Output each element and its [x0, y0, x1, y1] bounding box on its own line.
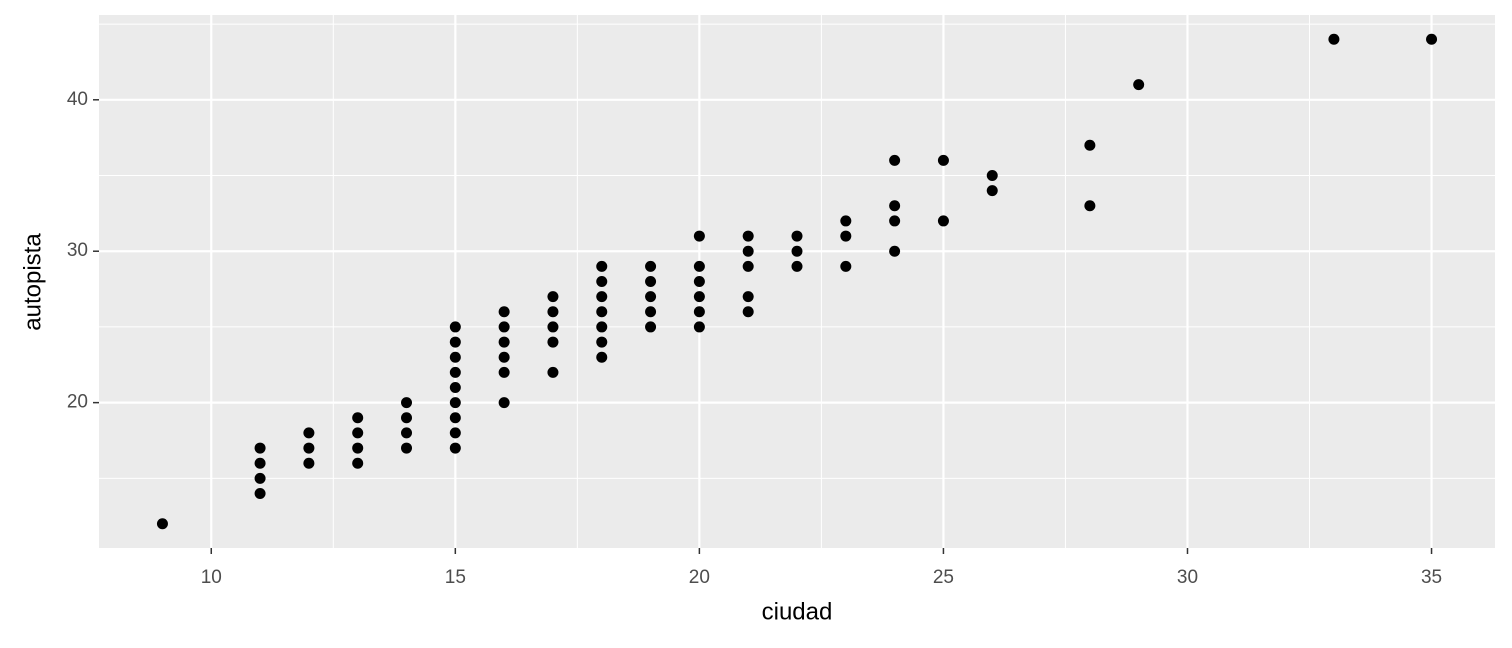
point: [254, 472, 266, 484]
point: [547, 366, 559, 378]
point: [937, 154, 949, 166]
point: [791, 260, 803, 272]
x-tick-label: 15: [445, 567, 466, 588]
point: [303, 427, 315, 439]
point: [693, 230, 705, 242]
x-tick-label: 10: [201, 567, 222, 588]
point: [742, 306, 754, 318]
point: [937, 215, 949, 227]
x-axis-title: ciudad: [762, 598, 833, 625]
point: [645, 321, 657, 333]
point: [498, 351, 510, 363]
point: [547, 306, 559, 318]
panel: [99, 15, 1495, 548]
point: [596, 351, 608, 363]
point: [791, 230, 803, 242]
point: [889, 154, 901, 166]
point: [449, 397, 461, 409]
point: [596, 276, 608, 287]
point: [352, 427, 364, 439]
point: [156, 518, 168, 530]
point: [693, 260, 705, 272]
point: [1426, 33, 1438, 45]
point: [449, 321, 461, 333]
y-tick-label: 20: [67, 392, 88, 413]
point: [693, 321, 705, 333]
point: [303, 457, 315, 469]
point: [1133, 79, 1145, 91]
x-tick-label: 30: [1177, 567, 1198, 588]
point: [352, 442, 364, 454]
point: [401, 427, 413, 439]
point: [401, 397, 413, 409]
point: [1328, 33, 1340, 45]
point: [693, 291, 705, 303]
point: [254, 442, 266, 454]
point: [303, 442, 315, 454]
point: [693, 276, 705, 287]
point: [254, 457, 266, 469]
point: [693, 306, 705, 318]
point: [645, 260, 657, 272]
point: [498, 321, 510, 333]
point: [596, 306, 608, 318]
y-tick-label: 40: [67, 89, 88, 110]
y-tick-label: 30: [67, 240, 88, 261]
point: [742, 291, 754, 303]
point: [986, 170, 998, 182]
point: [742, 245, 754, 257]
point: [254, 487, 266, 499]
point: [742, 230, 754, 242]
point: [742, 260, 754, 272]
point: [498, 366, 510, 378]
point: [840, 260, 852, 272]
point: [401, 442, 413, 454]
point: [498, 336, 510, 348]
point: [547, 336, 559, 348]
point: [596, 321, 608, 333]
point: [889, 215, 901, 227]
point: [596, 336, 608, 348]
point: [889, 200, 901, 212]
point: [449, 336, 461, 348]
point: [401, 412, 413, 424]
point: [547, 321, 559, 333]
x-tick-label: 25: [933, 567, 954, 588]
point: [547, 291, 559, 303]
point: [791, 245, 803, 257]
point: [1084, 139, 1096, 151]
point: [498, 306, 510, 318]
point: [352, 412, 364, 424]
point: [352, 457, 364, 469]
point: [449, 351, 461, 363]
point: [449, 381, 461, 393]
point: [645, 276, 657, 287]
point: [840, 230, 852, 242]
point: [645, 291, 657, 303]
x-tick-label: 20: [689, 567, 710, 588]
point: [840, 215, 852, 227]
point: [449, 427, 461, 439]
point: [498, 397, 510, 409]
point: [645, 306, 657, 318]
point: [449, 366, 461, 378]
y-axis-title: autopista: [19, 233, 46, 331]
point: [596, 260, 608, 272]
point: [889, 245, 901, 257]
point: [1084, 200, 1096, 212]
x-tick-label: 35: [1421, 567, 1442, 588]
point: [986, 185, 998, 197]
point: [449, 442, 461, 454]
point: [596, 291, 608, 303]
point: [449, 412, 461, 424]
